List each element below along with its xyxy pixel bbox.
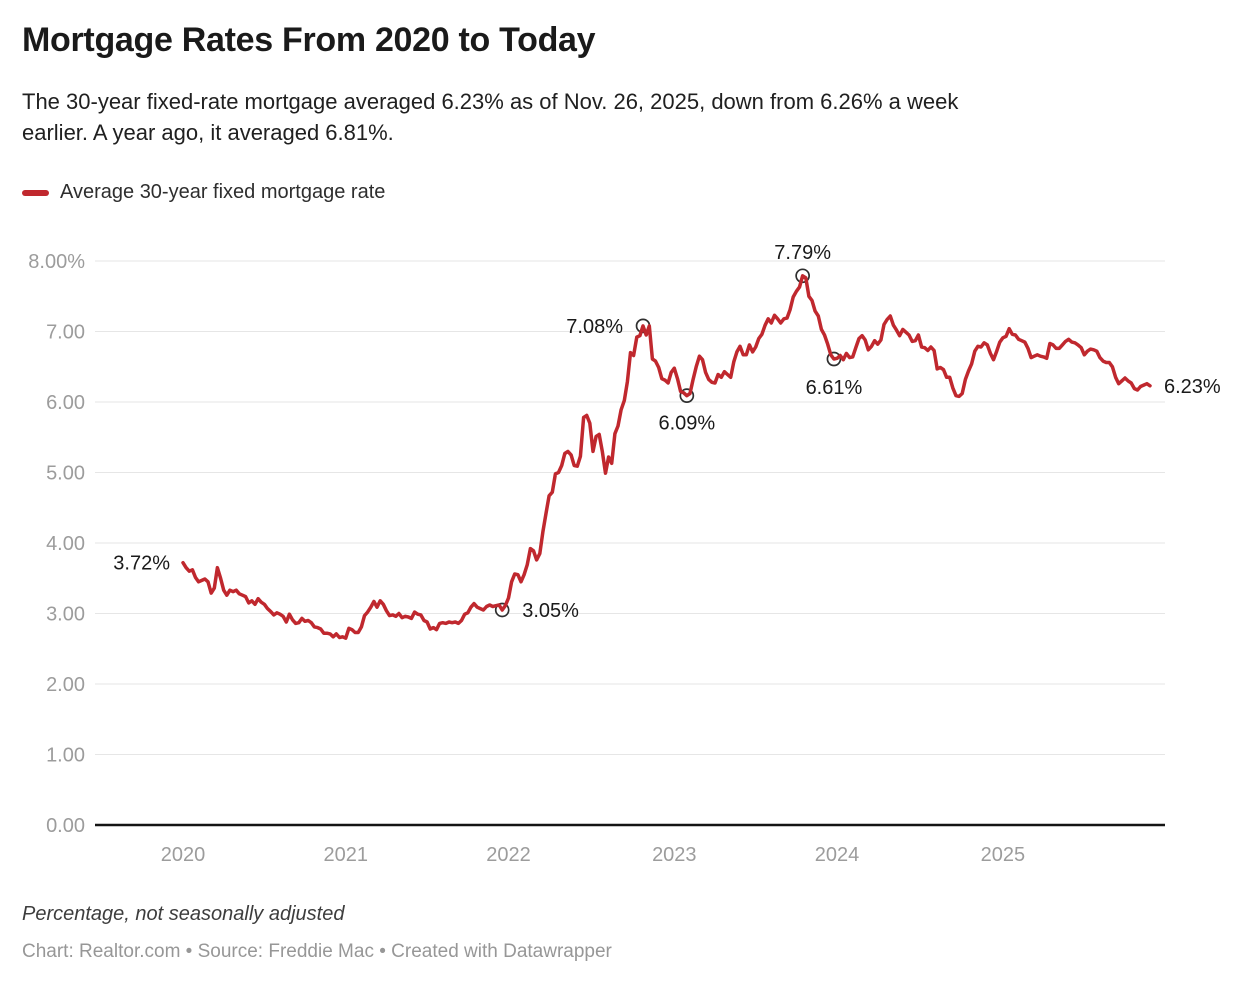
x-axis-tick-label: 2023 <box>652 844 697 866</box>
x-axis-tick-label: 2021 <box>323 844 368 866</box>
y-axis-tick-label: 8.00% <box>28 251 85 273</box>
legend: Average 30-year fixed mortgage rate <box>22 181 385 204</box>
y-axis-tick-label: 5.00 <box>46 463 85 485</box>
mortgage-rate-line-chart: 0.00 1.00 2.00 3.00 4.00 5.00 6.00 7.00 8.00% 202… <box>28 242 1221 866</box>
chart-credit: Chart: Realtor.com • Source: Freddie Mac… <box>22 941 612 962</box>
chart-note: Percentage, not seasonally adjusted <box>22 903 345 925</box>
annotation-label: 3.72% <box>113 553 170 575</box>
page-title: Mortgage Rates From 2020 to Today <box>22 21 596 59</box>
legend-label: Average 30-year fixed mortgage rate <box>60 181 386 203</box>
chart-subtitle-line2: earlier. A year ago, it averaged 6.81%. <box>22 120 394 145</box>
y-axis-tick-label: 2.00 <box>46 674 85 696</box>
y-axis-tick-label: 6.00 <box>46 392 85 414</box>
y-axis-tick-label: 4.00 <box>46 533 85 555</box>
annotation-label: 6.09% <box>658 413 715 435</box>
chart-subtitle-line1: The 30-year fixed-rate mortgage averaged… <box>22 89 959 114</box>
y-axis-tick-label: 1.00 <box>46 745 85 767</box>
annotation-label: 3.05% <box>522 600 579 622</box>
y-axis-tick-label: 7.00 <box>46 322 85 344</box>
x-axis-tick-label: 2022 <box>486 844 531 866</box>
chart-subtitle: The 30-year fixed-rate mortgage averaged… <box>22 86 1217 148</box>
annotation-label: 7.79% <box>774 242 831 264</box>
x-axis-tick-label: 2025 <box>981 844 1026 866</box>
x-axis-tick-label: 2020 <box>161 844 206 866</box>
y-axis-tick-label: 0.00 <box>46 815 85 837</box>
annotation-label: 6.61% <box>806 377 863 399</box>
annotation-label: 6.23% <box>1164 376 1221 398</box>
annotation-label: 7.08% <box>566 316 623 338</box>
legend-line-swatch <box>22 189 49 196</box>
rate-line <box>181 274 1152 640</box>
x-axis-tick-label: 2024 <box>815 844 860 866</box>
y-axis-tick-label: 3.00 <box>46 604 85 626</box>
